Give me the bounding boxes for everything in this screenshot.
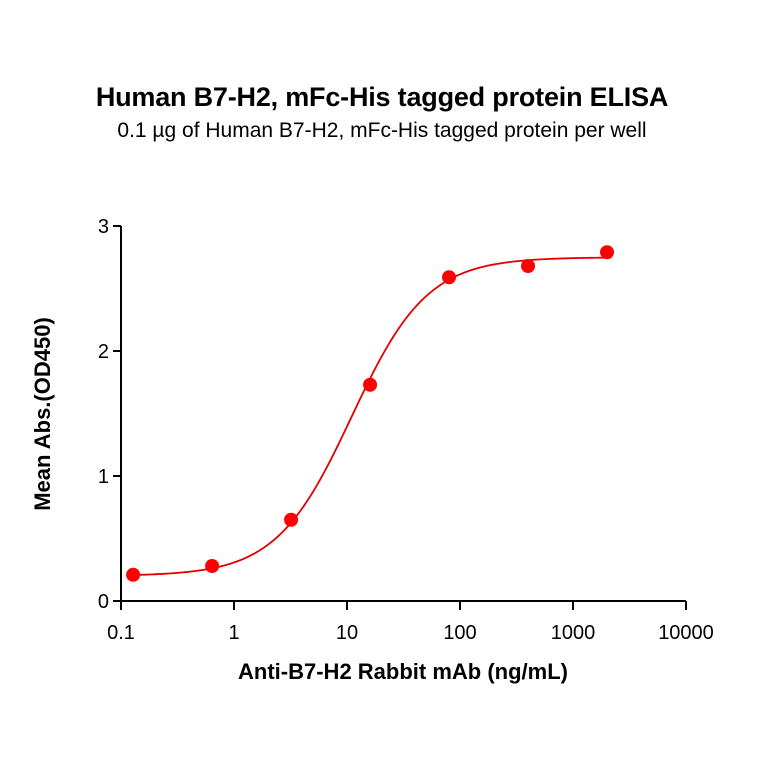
axes: 0 1 2 3 0.1 1 10 100 1000 10000 xyxy=(98,216,714,644)
x-tick-label: 1000 xyxy=(551,622,596,644)
data-point xyxy=(126,567,141,582)
data-point xyxy=(521,259,536,273)
data-point xyxy=(442,270,457,285)
x-tick-label: 10 xyxy=(336,622,358,644)
chart-title: Human B7-H2, mFc-His tagged protein ELIS… xyxy=(95,82,669,112)
data-point xyxy=(363,377,378,392)
y-axis-title: Mean Abs.(OD450) xyxy=(30,317,55,511)
data-point xyxy=(600,245,615,260)
x-tick-label: 0.1 xyxy=(107,622,135,644)
x-tick-label: 10000 xyxy=(658,622,714,644)
y-tick-label: 2 xyxy=(98,341,109,363)
chart-subtitle: 0.1 µg of Human B7-H2, mFc-His tagged pr… xyxy=(117,119,647,142)
data-points xyxy=(126,245,615,582)
y-tick-label: 3 xyxy=(98,216,109,238)
x-axis-title: Anti-B7-H2 Rabbit mAb (ng/mL) xyxy=(238,659,568,684)
x-tick-label: 100 xyxy=(443,622,476,644)
x-tick-label: 1 xyxy=(228,622,239,644)
y-tick-label: 1 xyxy=(98,466,109,488)
y-tick-label: 0 xyxy=(98,591,109,613)
fit-curve xyxy=(133,256,608,576)
data-point xyxy=(205,559,220,573)
data-point xyxy=(284,512,299,527)
